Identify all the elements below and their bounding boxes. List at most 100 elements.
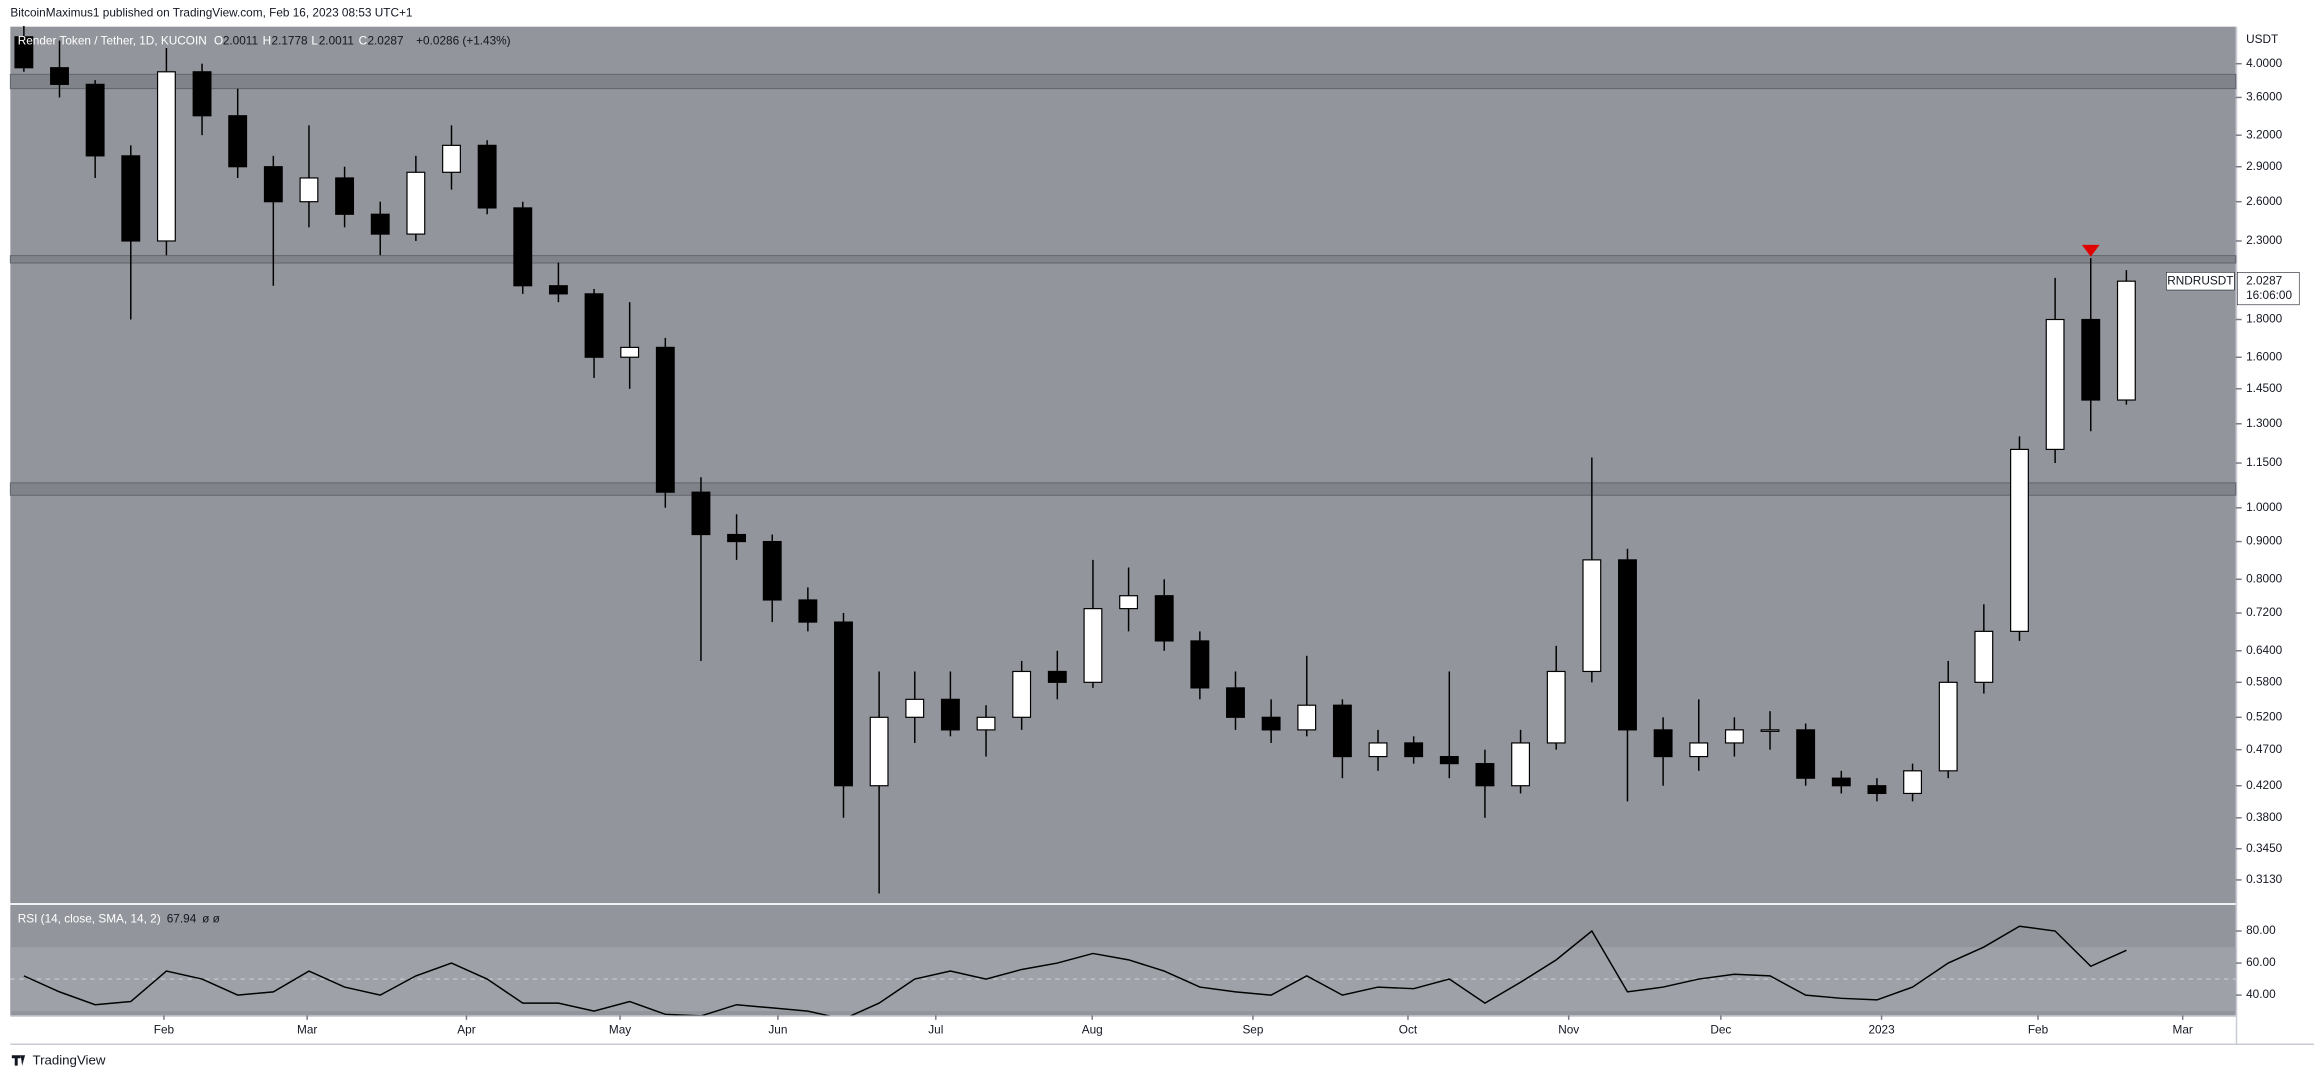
symbol-tag [2166,272,2235,291]
candle-body [1796,729,1816,779]
resistance-zone [9,73,2237,90]
y-tick-label: 0.7200 [2246,605,2283,619]
candle-body [192,71,212,117]
symbol-label: RNDRUSDT [2167,273,2233,287]
y-tick-label: 0.6400 [2246,643,2283,657]
y-tick-label: 2.3000 [2246,233,2283,247]
candle-body [548,285,568,295]
ohlc-value: 2.1778 [272,34,309,48]
y-tick-label: 1.6000 [2246,349,2283,363]
candle-body [1653,729,1673,758]
y-tick-label: 3.6000 [2246,90,2283,104]
candle-body [620,346,640,358]
x-tick-label: Apr [457,1022,475,1036]
x-tick-label: Sep [1242,1022,1263,1036]
candle-body [1190,640,1210,689]
candle-body [1154,595,1174,642]
candle-body [1119,595,1139,610]
candle-body [584,293,604,358]
price-tag-value: 2.0287 [2246,273,2282,287]
y-tick-label: 0.4200 [2246,778,2283,792]
candle-body [370,213,390,235]
candle-body [1261,716,1281,731]
candle-body [1903,770,1923,795]
x-tick-label: Feb [154,1022,175,1036]
candle-body [2116,280,2136,401]
rsi-tick-label: 60.00 [2246,955,2276,969]
rsi-last-value: 67.94 [167,912,197,926]
candle-body [2081,318,2101,401]
y-tick-label: 3.2000 [2246,127,2283,141]
candle-body [834,621,853,787]
candle-body [2045,318,2065,450]
candle-body [940,698,960,731]
candle-body [228,115,248,168]
x-tick-label: Mar [297,1022,317,1036]
peak-marker [2081,244,2100,257]
rsi-line [23,925,2127,1016]
ohlc-key: C [359,34,368,48]
price-pane [10,26,2236,904]
candle-body [905,698,925,718]
y-tick-label: 0.3130 [2246,872,2283,886]
candle-body [299,177,319,203]
x-tick-label: Mar [2173,1022,2193,1036]
candle-body [1475,763,1495,787]
candle-body [1760,729,1780,732]
rsi-band [10,947,2236,1012]
candle-body [1511,742,1531,787]
ohlc-key: O [214,34,223,48]
y-tick-label: 0.3450 [2246,841,2283,855]
ohlc-value: 2.0011 [319,34,354,48]
candle-body [1439,755,1459,765]
y-tick-label: 4.0000 [2246,56,2283,70]
chart-title: Render Token / Tether, 1D, KUCOIN [18,34,207,48]
x-tick-label: Aug [1082,1022,1103,1036]
candle-body [85,83,105,157]
candle-body [121,155,141,242]
y-tick-label: 0.8000 [2246,571,2283,585]
y-tick-label: 1.0000 [2246,500,2283,514]
candle-body [513,207,533,287]
candle-body [1226,687,1245,718]
ohlc-value: 2.0287 [367,34,403,48]
candle-body [691,491,711,536]
x-tick-label: Feb [2028,1022,2049,1036]
ohlc-value: 2.0011 [223,34,258,48]
rsi-title: RSI (14, close, SMA, 14, 2) [18,912,161,926]
y-tick-label: 0.4700 [2246,742,2283,756]
candle-body [1297,704,1317,731]
candle-body [1083,608,1103,683]
candle-body [762,540,782,601]
x-tick-label: Oct [1399,1022,1418,1036]
candle-body [156,71,176,242]
candle-body [655,346,675,493]
candle-body [1974,630,1994,683]
candle-body [1831,777,1851,787]
x-tick-label: 2023 [1868,1022,1895,1036]
x-tick-label: Jul [928,1022,943,1036]
candle-body [477,144,497,209]
candle-body [1546,670,1566,744]
candle-body [1368,742,1388,758]
y-tick-label: 0.9000 [2246,534,2283,548]
y-tick-label: 2.6000 [2246,194,2283,208]
candle-body [1332,704,1352,758]
candle-body [1724,729,1744,744]
rsi-tick-label: 40.00 [2246,987,2276,1001]
candle-body [50,67,69,85]
y-tick-label: 0.5800 [2246,674,2283,688]
y-tick-label: 1.3000 [2246,416,2283,430]
candle-body [406,171,426,235]
candle-body [869,716,889,787]
candle-body [2010,448,2029,632]
candle-body [798,599,818,623]
currency-label: USDT [2246,32,2278,46]
resistance-zone [9,255,2237,264]
candle-body [1404,742,1424,758]
candle-body [1689,742,1709,758]
candle-body [1012,670,1032,718]
change-label: +0.0286 (+1.43%) [416,34,511,48]
y-tick-label: 0.5200 [2246,709,2283,723]
